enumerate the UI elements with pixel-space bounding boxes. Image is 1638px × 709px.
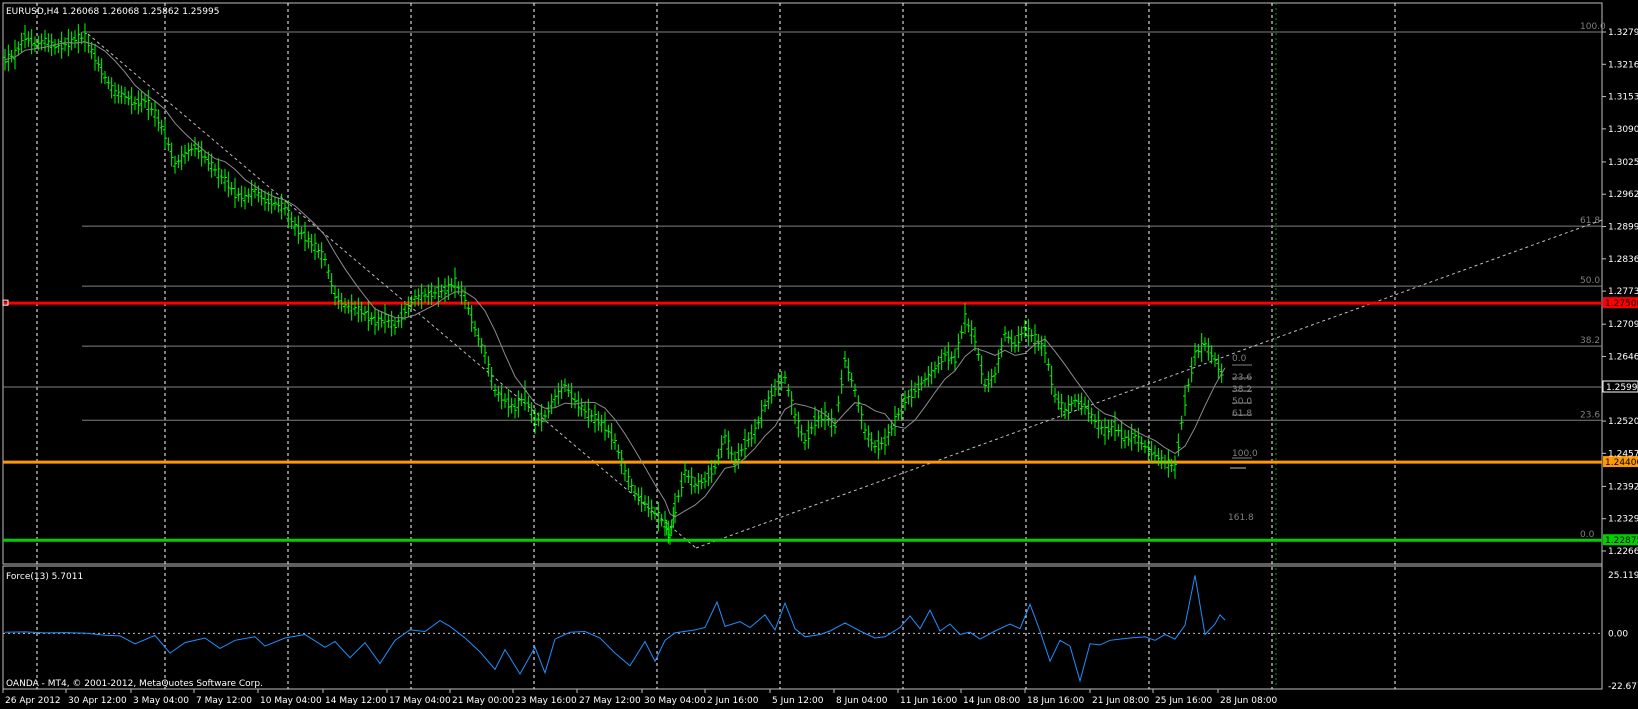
- indicator-header: Force(13) 5.7011: [6, 572, 83, 582]
- time-label: 30 Apr 12:00: [68, 696, 127, 706]
- red-level-label: 1.27500: [1605, 299, 1638, 309]
- fib-small-label: 61.8: [1232, 409, 1252, 419]
- price-tick-label: 1.27090: [1608, 320, 1638, 330]
- time-label: 14 Jun 08:00: [963, 696, 1020, 706]
- green-level-tag: [1603, 534, 1638, 546]
- fib-level-label: 50.0: [1580, 276, 1600, 286]
- horizontal-levels[interactable]: 1.27500 1.24400 1.22875: [2, 297, 1638, 546]
- current-price-label: 1.25995: [1606, 383, 1638, 393]
- green-level-label: 1.22875: [1605, 536, 1638, 546]
- time-label: 30 May 04:00: [644, 696, 706, 706]
- time-label: 7 May 12:00: [196, 696, 252, 706]
- moving-average-line: [4, 41, 1226, 518]
- fib-level-label: 100.0: [1580, 22, 1606, 32]
- time-axis: 26 Apr 2012 30 Apr 12:00 3 May 04:00 7 May …: [2, 689, 1277, 706]
- force-index-line: [3, 575, 1602, 683]
- downtrend-line: [87, 33, 697, 549]
- red-level-tag: [1603, 297, 1638, 309]
- trend-lines: [87, 33, 1603, 549]
- time-label: 17 May 04:00: [389, 696, 451, 706]
- time-label: 5 Jun 12:00: [772, 696, 824, 706]
- price-tick-label: 1.32790: [1608, 28, 1638, 38]
- uptrend-line: [695, 219, 1603, 549]
- price-tick-label: 1.23295: [1608, 515, 1638, 525]
- price-tick-label: 1.31530: [1608, 93, 1638, 103]
- force-tick-label: 25.1195: [1608, 571, 1638, 581]
- fib-level-label: 61.8: [1580, 216, 1600, 226]
- time-label: 26 Apr 2012: [5, 696, 61, 706]
- copyright-text: OANDA - MT4, © 2001-2012, MetaQuotes Sof…: [6, 679, 263, 689]
- current-price-tag: [1602, 380, 1638, 393]
- fib-level-label: 23.6: [1580, 410, 1600, 420]
- force-axis: 25.1195 0.00 -22.6774: [1608, 571, 1638, 692]
- red-level-handle: [2, 299, 9, 306]
- price-tick-label: 1.23925: [1608, 482, 1638, 492]
- time-label: 2 Jun 16:00: [707, 696, 759, 706]
- price-tick-label: 1.30255: [1608, 158, 1638, 168]
- price-tick-label: 1.24570: [1608, 449, 1638, 459]
- price-tick-label: 1.28995: [1608, 223, 1638, 233]
- time-label: 14 May 12:00: [325, 696, 387, 706]
- force-tick-label: -22.6774: [1608, 682, 1638, 692]
- fib-level-label: 38.2: [1580, 336, 1600, 346]
- time-label: 21 May 00:00: [452, 696, 514, 706]
- price-tick-label: 1.27735: [1608, 287, 1638, 297]
- fib-small-label: 0.0: [1232, 354, 1247, 364]
- fib-level-label: 0.0: [1580, 530, 1595, 540]
- orange-level-label: 1.24400: [1605, 458, 1638, 468]
- price-tick-label: 1.26460: [1608, 352, 1638, 362]
- price-tick-label: 1.22665: [1608, 547, 1638, 557]
- time-label: 10 May 04:00: [260, 696, 322, 706]
- price-tick-label: 1.30900: [1608, 125, 1638, 135]
- price-bars: [3, 23, 1224, 545]
- time-label: 25 Jun 16:00: [1155, 696, 1212, 706]
- fib-small-label: 50.0: [1232, 397, 1252, 407]
- time-label: 11 Jun 16:00: [900, 696, 957, 706]
- force-line-path: [4, 575, 1226, 683]
- fib-small-label: 38.2: [1232, 385, 1252, 395]
- symbol-header: EURUSD,H4 1.26068 1.26068 1.25862 1.2599…: [6, 7, 219, 17]
- price-tick-label: 1.32160: [1608, 60, 1638, 70]
- time-label: 18 Jun 16:00: [1027, 696, 1084, 706]
- price-tick-label: 1.29625: [1608, 190, 1638, 200]
- time-label: 27 May 12:00: [579, 696, 641, 706]
- time-label: 23 May 16:00: [515, 696, 577, 706]
- force-tick-label: 0.00: [1608, 629, 1628, 639]
- time-label: 3 May 04:00: [133, 696, 189, 706]
- price-tick-label: 1.28365: [1608, 255, 1638, 265]
- fib-small-label: 100.0: [1232, 449, 1258, 459]
- time-label: 21 Jun 08:00: [1092, 696, 1149, 706]
- fib-small-label: 161.8: [1228, 513, 1254, 523]
- time-label: 8 Jun 04:00: [836, 696, 888, 706]
- time-label: 28 Jun 08:00: [1220, 696, 1277, 706]
- orange-level-tag: [1603, 456, 1638, 468]
- price-tick-label: 1.25200: [1608, 417, 1638, 427]
